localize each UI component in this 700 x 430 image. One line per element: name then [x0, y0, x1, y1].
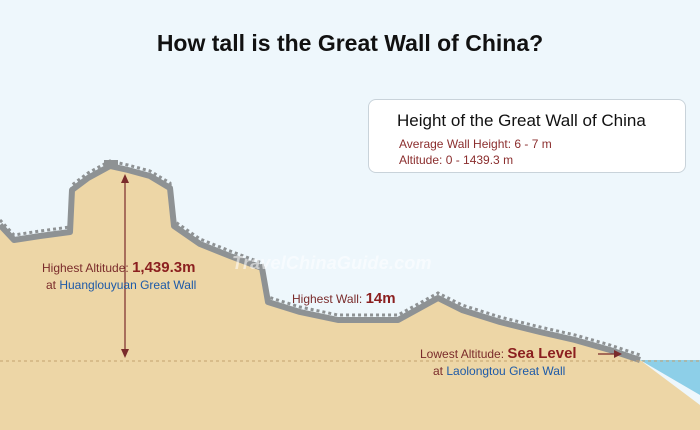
highest-altitude-location-name: Huanglouyuan Great Wall	[59, 278, 197, 292]
lowest-altitude-location: at Laolongtou Great Wall	[433, 364, 565, 378]
info-box: Height of the Great Wall of China Averag…	[368, 99, 686, 173]
average-wall-height: Average Wall Height: 6 - 7 m	[399, 137, 552, 151]
highest-wall-prefix: Highest Wall:	[292, 292, 366, 306]
lowest-altitude-label: Lowest Altitude: Sea Level	[420, 345, 577, 362]
lowest-altitude-location-prefix: at	[433, 364, 447, 378]
highest-altitude-prefix: Highest Altitude:	[42, 261, 133, 275]
lowest-altitude-location-name: Laolongtou Great Wall	[446, 364, 566, 378]
lowest-altitude-prefix: Lowest Altitude:	[420, 347, 508, 361]
highest-altitude-label: Highest Altitude: 1,439.3m	[42, 259, 195, 276]
highest-altitude-location: at Huanglouyuan Great Wall	[46, 278, 196, 292]
altitude-arrow-head-top	[121, 174, 129, 183]
altitude-arrow-head-bottom	[121, 349, 129, 358]
highest-wall-value: 14m	[365, 290, 396, 307]
highest-wall-label: Highest Wall: 14m	[292, 290, 396, 307]
sea	[640, 360, 700, 395]
highest-altitude-location-prefix: at	[46, 278, 60, 292]
wall-battlements	[0, 159, 641, 357]
altitude-range: Altitude: 0 - 1439.3 m	[399, 153, 514, 167]
info-box-title: Height of the Great Wall of China	[397, 111, 646, 130]
highest-altitude-value: 1,439.3m	[132, 259, 196, 276]
sea-level-arrow-head	[614, 350, 622, 358]
watermark: TravelChinaGuide.com	[232, 253, 432, 273]
watchtower	[104, 160, 118, 168]
mountain-terrain	[0, 166, 700, 430]
page-title: How tall is the Great Wall of China?	[156, 30, 544, 56]
lowest-altitude-value: Sea Level	[507, 345, 577, 362]
